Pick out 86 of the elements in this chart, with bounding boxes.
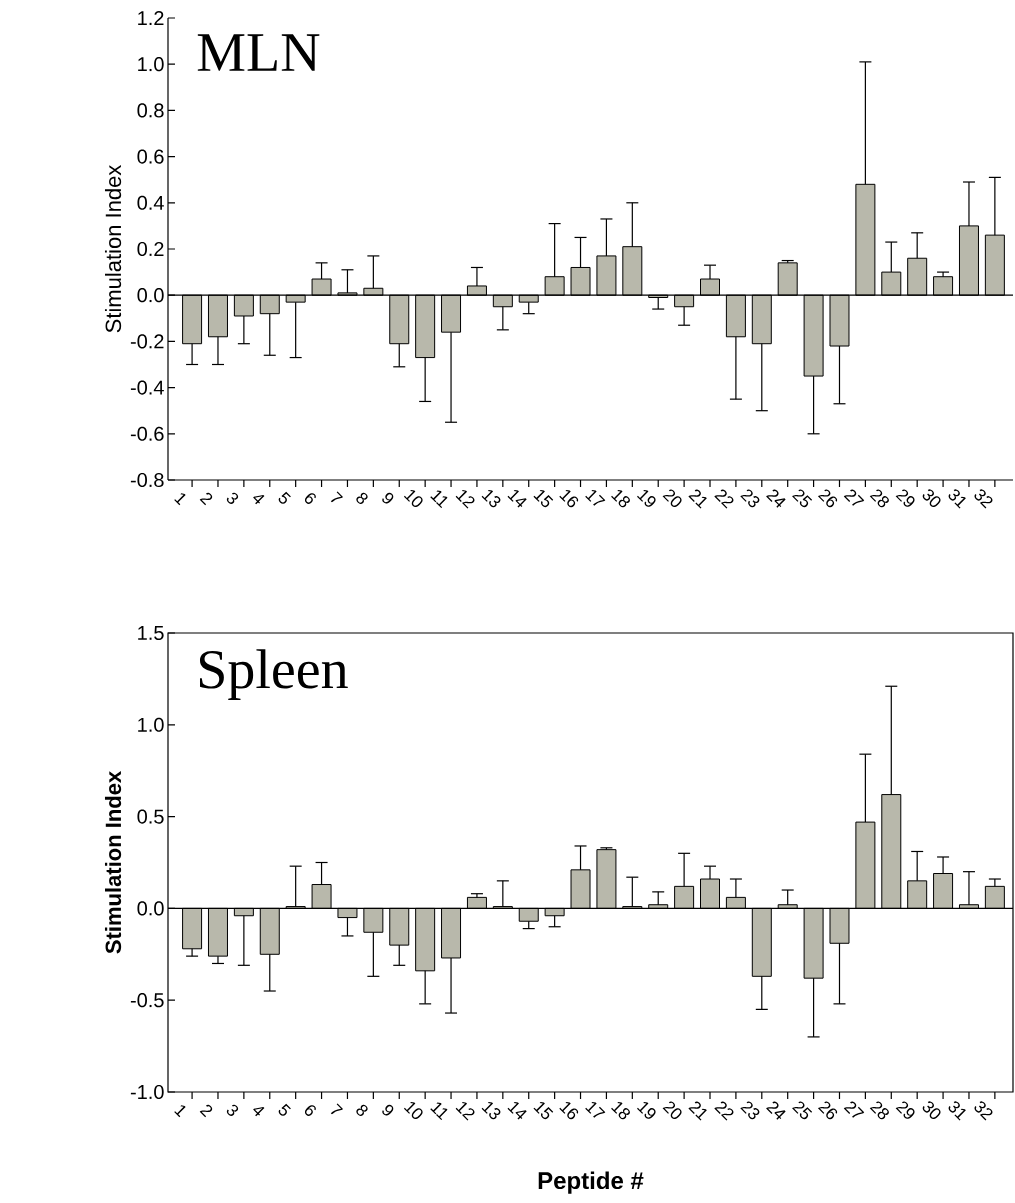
y-tick-label: -0.5 xyxy=(130,993,164,1008)
x-tick-label: 3 xyxy=(226,1104,239,1117)
chart-title: MLN xyxy=(197,34,320,71)
y-tick-label: -0.8 xyxy=(130,472,164,488)
x-tick-label: 6 xyxy=(304,493,316,504)
x-tick-label: 19 xyxy=(637,489,656,507)
x-tick-label: 10 xyxy=(403,489,423,508)
x-axis-title: Peptide # xyxy=(538,1171,644,1194)
x-tick-label: 11 xyxy=(430,1102,448,1121)
x-tick-label: 19 xyxy=(637,1101,656,1119)
y-tick-label: 0.4 xyxy=(137,195,164,210)
x-tick-label: 5 xyxy=(278,491,291,504)
x-tick-label: 23 xyxy=(740,489,760,508)
x-tick-label: 16 xyxy=(559,489,579,508)
x-tick-label: 18 xyxy=(611,489,630,508)
x-tick-label: 7 xyxy=(330,491,343,503)
x-tick-label: 11 xyxy=(430,490,448,509)
x-tick-label: 24 xyxy=(766,1101,786,1120)
x-tick-label: 30 xyxy=(922,1101,941,1120)
x-tick-label: 30 xyxy=(922,489,941,508)
x-tick-label: 8 xyxy=(356,1104,368,1117)
x-tick-label: 27 xyxy=(843,1101,865,1118)
x-tick-label: 20 xyxy=(662,1101,682,1120)
x-tick-label: 21 xyxy=(688,489,707,509)
x-tick-label: 32 xyxy=(974,489,993,509)
x-tick-label: 12 xyxy=(455,490,475,509)
x-tick-label: 28 xyxy=(869,1101,889,1120)
x-tick-label: 20 xyxy=(662,489,682,508)
y-tick-label: -0.2 xyxy=(130,334,164,349)
y-tick-label: -0.4 xyxy=(130,380,164,395)
x-tick-label: 2 xyxy=(199,492,213,506)
x-tick-label: 24 xyxy=(766,489,786,508)
x-tick-label: 15 xyxy=(533,1101,554,1120)
y-tick-label: 0.8 xyxy=(137,103,164,118)
y-tick-label: 1.0 xyxy=(138,57,164,72)
x-tick-label: 21 xyxy=(688,1101,707,1121)
x-tick-label: 16 xyxy=(559,1101,579,1120)
x-tick-label: 15 xyxy=(533,489,554,508)
x-tick-label: 6 xyxy=(304,1105,316,1116)
x-tick-label: 17 xyxy=(585,1101,606,1118)
x-tick-label: 5 xyxy=(278,1103,291,1116)
x-tick-label: 4 xyxy=(253,494,265,505)
x-tick-label: 22 xyxy=(714,1101,734,1121)
y-tick-label: 0.2 xyxy=(137,241,164,257)
x-tick-label: 25 xyxy=(792,1101,813,1120)
x-tick-label: 29 xyxy=(895,489,915,507)
x-tick-label: 14 xyxy=(507,1101,527,1120)
x-tick-label: 14 xyxy=(507,489,527,508)
y-tick-label: 0.0 xyxy=(137,901,164,916)
x-tick-label: 3 xyxy=(226,492,239,505)
y-axis-title: Stimulation Index xyxy=(104,164,122,333)
x-tick-label: 32 xyxy=(974,1101,993,1121)
x-tick-label: 4 xyxy=(253,1106,265,1117)
x-tick-label: 17 xyxy=(585,489,606,506)
x-tick-label: 10 xyxy=(403,1101,423,1120)
x-tick-label: 13 xyxy=(481,489,501,508)
x-tick-label: 28 xyxy=(869,489,889,508)
x-tick-label: 31 xyxy=(948,489,966,509)
chart-title: Spleen xyxy=(199,649,348,700)
x-tick-label: 25 xyxy=(792,489,813,508)
y-tick-label: 1.0 xyxy=(138,717,164,732)
x-tick-label: 13 xyxy=(481,1101,501,1120)
x-tick-label: 26 xyxy=(817,489,838,508)
y-tick-label: -1.0 xyxy=(130,1084,164,1100)
x-tick-label: 22 xyxy=(714,489,734,509)
y-tick-label: 1.5 xyxy=(138,626,164,640)
y-tick-label: -0.6 xyxy=(130,426,164,441)
y-tick-label: 0.6 xyxy=(137,149,164,164)
x-tick-label: 12 xyxy=(455,1102,475,1121)
y-tick-label: 0.5 xyxy=(137,809,164,824)
y-tick-label: 0.0 xyxy=(137,288,164,303)
x-tick-label: 27 xyxy=(843,489,865,506)
x-tick-label: 26 xyxy=(817,1101,838,1120)
x-tick-label: 1 xyxy=(174,1105,186,1118)
x-tick-label: 2 xyxy=(199,1104,213,1118)
x-tick-label: 8 xyxy=(356,492,368,505)
x-tick-label: 18 xyxy=(611,1101,630,1120)
y-axis-title: Stimulation Index xyxy=(104,770,122,954)
x-tick-label: 9 xyxy=(382,492,394,504)
y-tick-label: 1.2 xyxy=(138,11,164,25)
x-tick-label: 29 xyxy=(895,1101,915,1119)
x-tick-label: 31 xyxy=(948,1101,966,1121)
x-tick-label: 7 xyxy=(330,1103,343,1115)
x-tick-label: 23 xyxy=(740,1101,760,1120)
x-tick-label: 9 xyxy=(382,1104,394,1116)
x-tick-label: 1 xyxy=(174,493,186,506)
